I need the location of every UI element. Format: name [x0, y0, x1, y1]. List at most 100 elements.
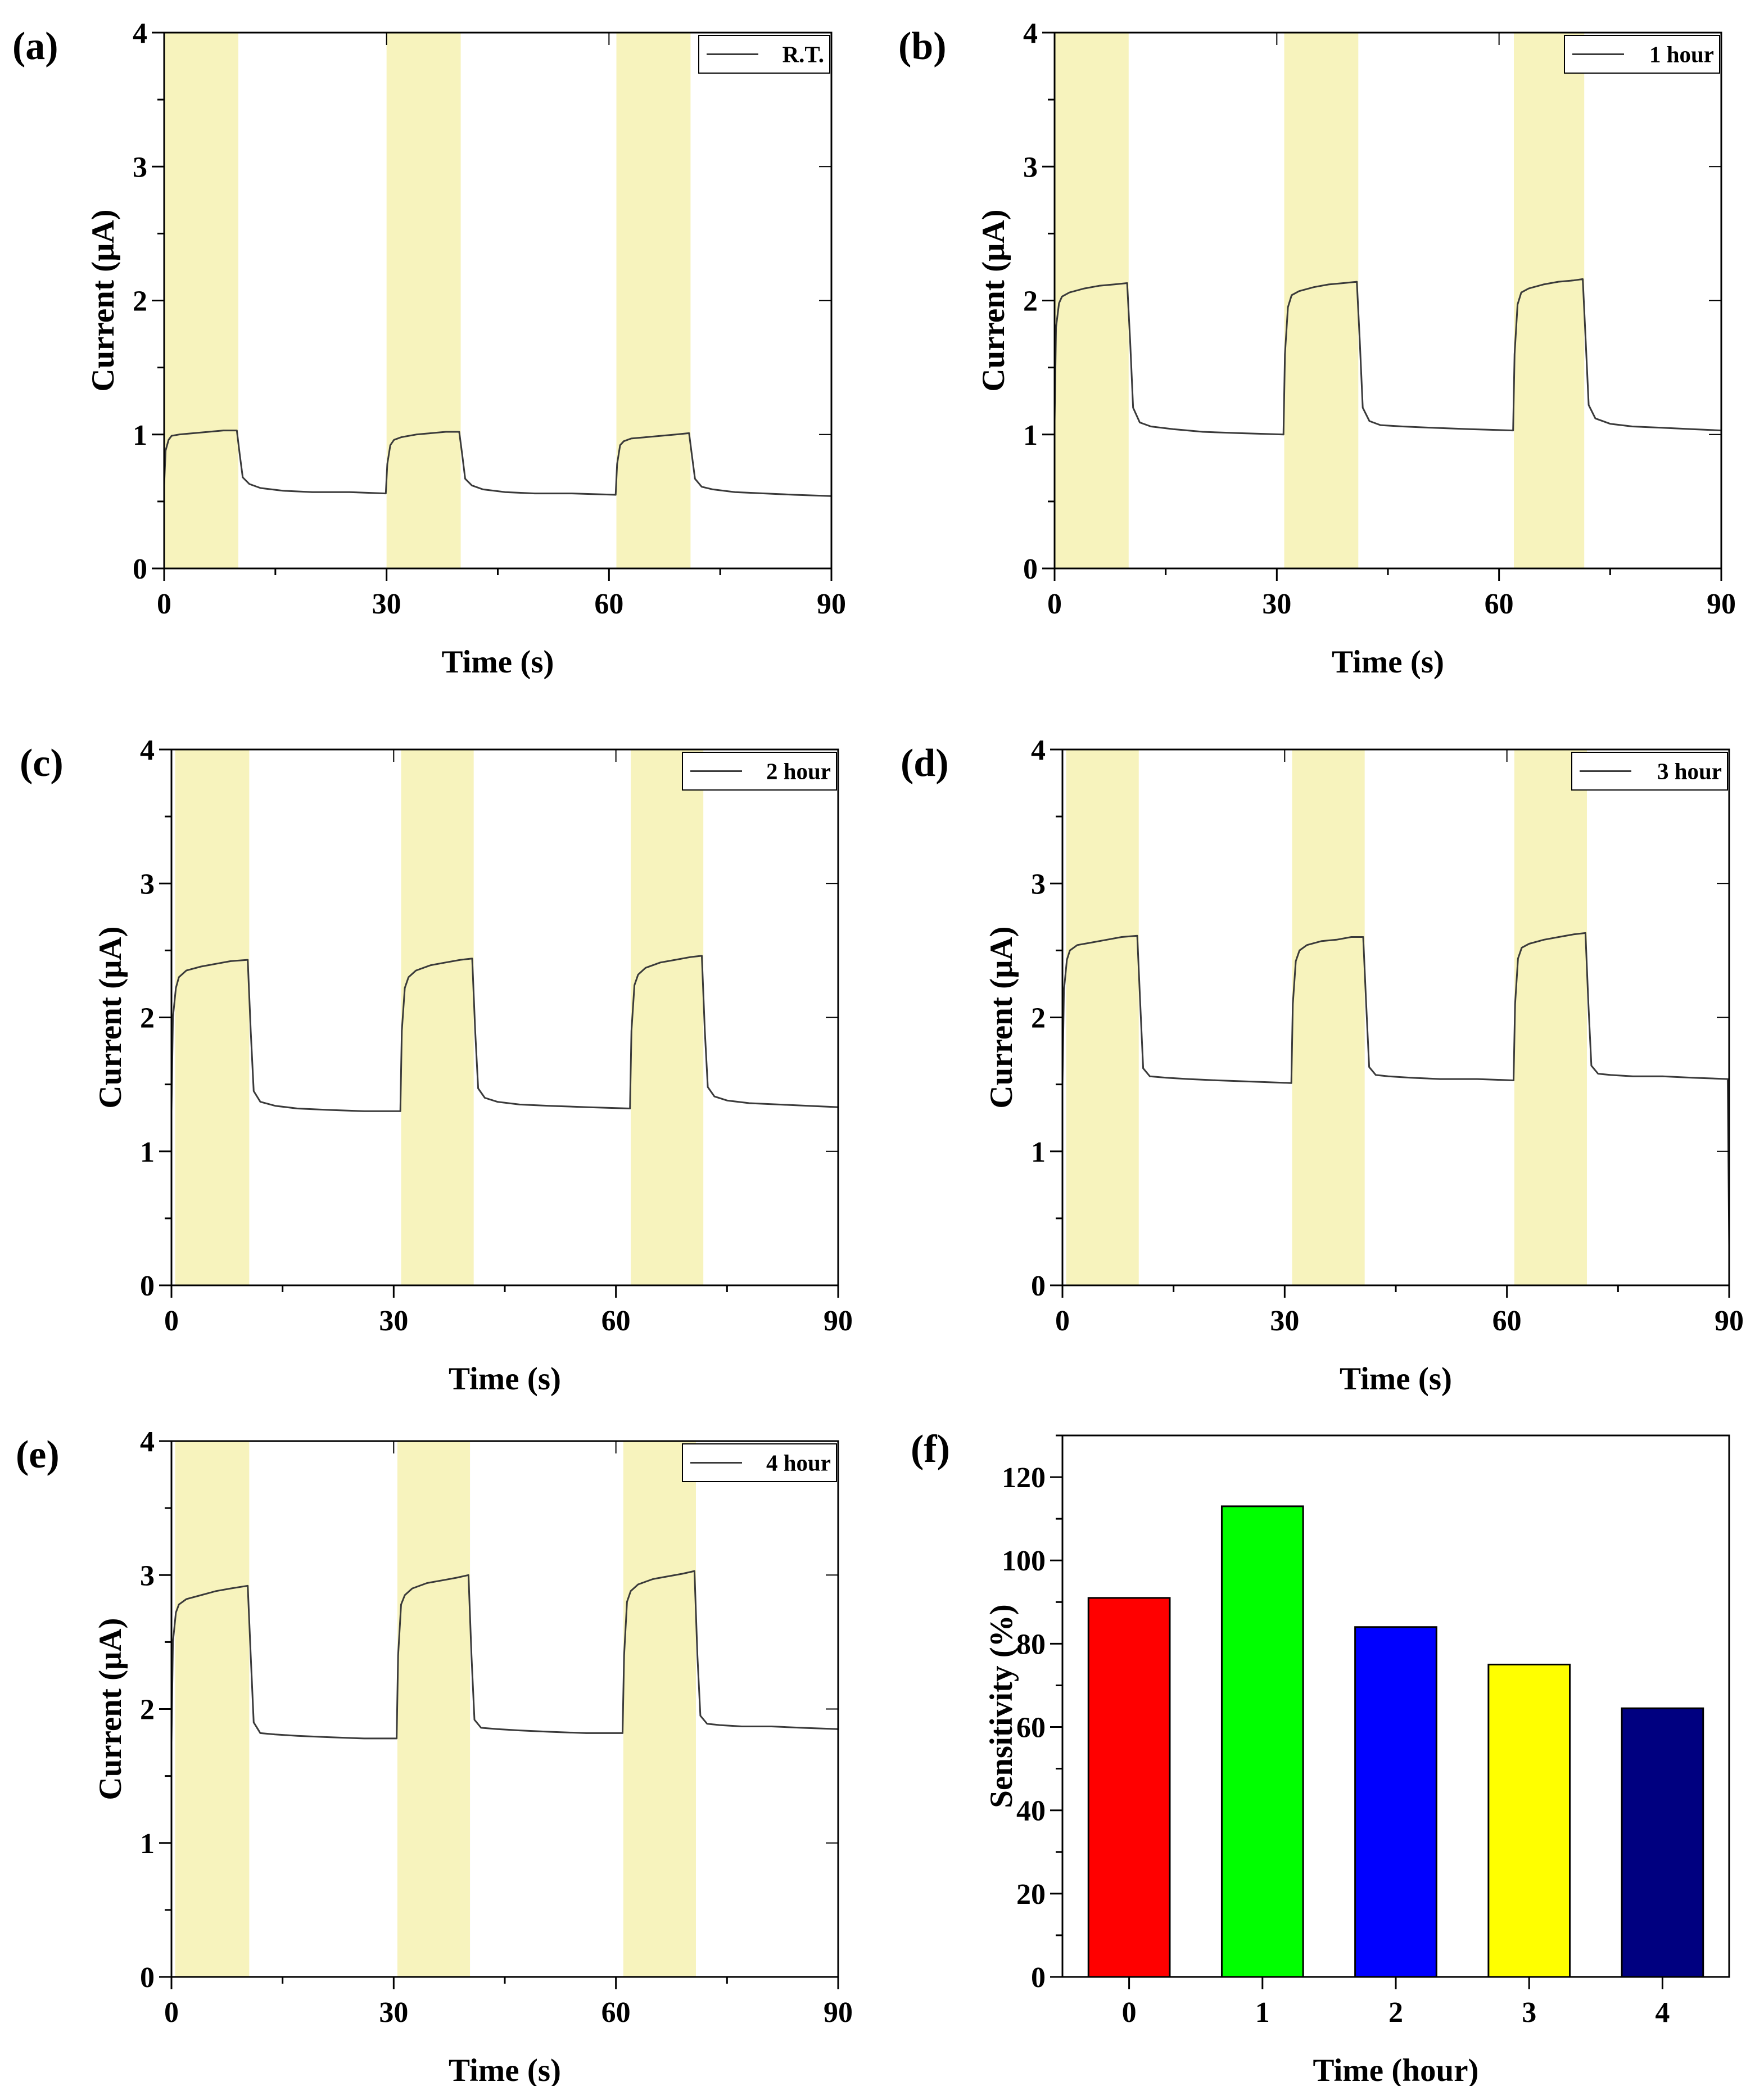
- x-tick-label: 3: [1522, 1997, 1536, 2029]
- x-tick-label: 30: [372, 588, 401, 620]
- y-axis-title: Sensitivity (%): [984, 1604, 1019, 1808]
- y-tick-label: 3: [140, 868, 155, 900]
- plot-frame: [1061, 748, 1730, 1286]
- light-on-band: [401, 749, 474, 1285]
- panel-label: (c): [20, 742, 64, 785]
- y-tick-label: 60: [1016, 1712, 1046, 1744]
- panel-b: 0 30 60 90 0 1 2 3 4 1 hour Time (s) Current (μA) (b…: [898, 17, 1736, 680]
- y-tick-label: 3: [140, 1560, 155, 1592]
- light-on-band: [623, 1441, 696, 1977]
- x-tick-label: 60: [601, 1997, 631, 2029]
- x-tick-label: 0: [1122, 1997, 1137, 2029]
- y-tick-label: 3: [1031, 868, 1046, 900]
- plot-frame: [1053, 31, 1722, 570]
- light-on-band: [1284, 33, 1359, 568]
- y-tick-label: 1: [133, 419, 147, 451]
- plot-frame: [170, 1440, 839, 1978]
- y-tick-label: 2: [140, 1694, 155, 1726]
- y-tick-label: 0: [1031, 1962, 1046, 1994]
- panel-label: (a): [12, 25, 58, 68]
- x-tick-label: 4: [1655, 1997, 1670, 2029]
- x-tick-label: 0: [157, 588, 171, 620]
- x-tick-label: 30: [379, 1997, 408, 2029]
- y-tick-label: 0: [140, 1270, 155, 1302]
- legend-label: 1 hour: [1649, 42, 1714, 67]
- y-tick-label: 4: [133, 17, 147, 49]
- y-tick-label: 120: [1002, 1462, 1046, 1494]
- x-tick-label: 0: [164, 1997, 179, 2029]
- y-tick-label: 1: [140, 1136, 155, 1168]
- bar-2: [1354, 1626, 1437, 1978]
- y-axis-title: Current (μA): [93, 926, 128, 1108]
- x-axis-title: Time (s): [441, 644, 554, 680]
- x-tick-label: 60: [601, 1305, 631, 1337]
- legend-label: 3 hour: [1657, 758, 1722, 784]
- panel-c: 0 30 60 90 0 1 2 3 4 2 hour Time (s) Current (μA) (c…: [20, 734, 853, 1397]
- light-on-band: [1514, 33, 1585, 568]
- y-tick-label: 0: [1023, 553, 1038, 585]
- x-tick-label: 0: [164, 1305, 179, 1337]
- plot-frame: [163, 31, 833, 570]
- light-on-band: [386, 33, 461, 568]
- x-tick-label: 30: [1262, 588, 1291, 620]
- bar-3: [1487, 1663, 1571, 1978]
- light-on-band: [164, 33, 238, 568]
- x-tick-label: 30: [379, 1305, 408, 1337]
- x-axis-title: Time (s): [449, 1361, 561, 1397]
- current-series-line: [1061, 932, 1730, 1245]
- x-tick-label: 60: [594, 588, 623, 620]
- y-tick-label: 3: [1023, 151, 1038, 183]
- panel-label: (e): [16, 1433, 60, 1477]
- y-tick-label: 3: [133, 151, 147, 183]
- y-tick-label: 20: [1016, 1879, 1046, 1911]
- current-series-line: [170, 955, 839, 1112]
- y-tick-label: 100: [1002, 1545, 1046, 1577]
- y-tick-label: 2: [140, 1003, 155, 1035]
- x-axis-title: Time (s): [449, 2053, 561, 2086]
- x-tick-label: 90: [824, 1997, 853, 2029]
- legend-label: 2 hour: [766, 758, 831, 784]
- light-on-band: [1055, 33, 1129, 568]
- panel-label: (b): [898, 25, 947, 68]
- light-on-band: [175, 749, 250, 1285]
- light-on-band: [175, 1441, 250, 1977]
- y-tick-label: 4: [140, 1426, 155, 1458]
- y-axis-title: Current (μA): [984, 926, 1019, 1108]
- x-tick-label: 1: [1255, 1997, 1270, 2029]
- y-tick-label: 2: [133, 286, 147, 318]
- y-axis-title: Current (μA): [93, 1618, 128, 1800]
- light-on-band: [616, 33, 691, 568]
- plot-frame: [170, 748, 839, 1286]
- y-tick-label: 4: [1023, 17, 1038, 49]
- x-tick-label: 0: [1055, 1305, 1070, 1337]
- light-on-band: [1292, 749, 1365, 1285]
- panel-a: 0 30 60 90 0 1 2 3 4 R.T. Time (s) Current (μA) (a): [12, 17, 846, 680]
- panel-label: (f): [911, 1428, 950, 1471]
- current-series-line: [170, 1570, 839, 1743]
- light-on-band: [631, 749, 704, 1285]
- x-tick-label: 60: [1485, 588, 1514, 620]
- x-tick-label: 90: [1707, 588, 1736, 620]
- x-axis-title: Time (s): [1340, 1361, 1452, 1397]
- light-on-band: [397, 1441, 471, 1977]
- x-axis-title: Time (hour): [1313, 2053, 1478, 2086]
- y-tick-label: 0: [1031, 1270, 1046, 1302]
- y-tick-label: 40: [1016, 1795, 1046, 1827]
- y-tick-label: 4: [140, 734, 155, 766]
- x-tick-label: 60: [1492, 1305, 1522, 1337]
- light-on-band: [1066, 749, 1139, 1285]
- y-tick-label: 1: [140, 1828, 155, 1860]
- x-tick-label: 90: [1715, 1305, 1744, 1337]
- panel-d: 0 30 60 90 0 1 2 3 4 3 hour Time (s) Current (μA) (d…: [901, 734, 1744, 1397]
- bar-4: [1621, 1707, 1704, 1978]
- current-series-line: [163, 430, 832, 497]
- panel-e: 0 30 60 90 0 1 2 3 4 4 hour Time (s) Current (μA) (e…: [16, 1426, 853, 2086]
- plot-frame: [1061, 1434, 1730, 1978]
- y-axis-title: Current (μA): [976, 209, 1011, 391]
- y-tick-label: 0: [140, 1962, 155, 1994]
- y-tick-label: 2: [1023, 286, 1038, 318]
- y-tick-label: 4: [1031, 734, 1046, 766]
- x-tick-label: 90: [824, 1305, 853, 1337]
